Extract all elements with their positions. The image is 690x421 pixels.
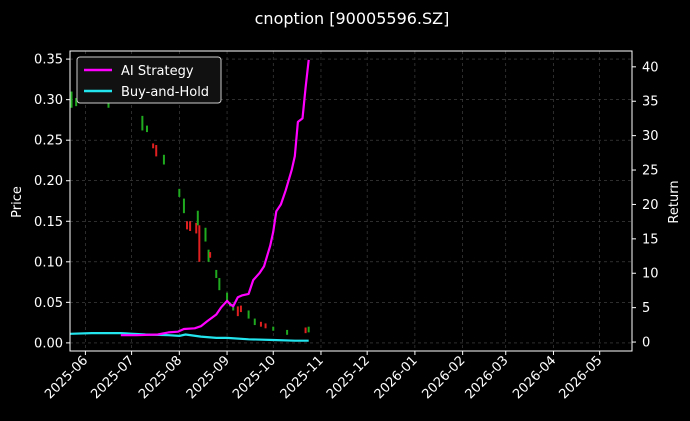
y-tick-label-left: 0.00: [34, 336, 63, 351]
series-line-buy-and-hold: [69, 332, 309, 342]
y-tick-label-right: 10: [642, 267, 659, 282]
price-candle: [215, 269, 218, 279]
y-tick-label-right: 0: [642, 336, 650, 351]
price-candle: [247, 310, 250, 319]
price-candle: [272, 326, 275, 331]
price-candle: [204, 227, 207, 242]
price-candle: [259, 321, 262, 327]
price-candle: [178, 188, 181, 197]
price-candle: [162, 154, 165, 165]
y-tick-label-right: 30: [642, 129, 659, 144]
price-candle: [209, 252, 212, 258]
price-candle: [75, 98, 78, 107]
y-tick-label-left: 0.15: [34, 215, 63, 230]
chart-title: cnoption [90005596.SZ]: [255, 9, 450, 28]
price-candle: [182, 198, 185, 214]
legend: AI Strategy Buy-and-Hold: [76, 56, 222, 104]
price-candle: [207, 249, 210, 262]
y-axis-right-label: Return: [667, 180, 682, 223]
y-axis-right: 0 5 10 15 20 25 30 35 40: [632, 60, 659, 351]
y-tick-label-left: 0.05: [34, 296, 63, 311]
price-candle: [195, 222, 198, 234]
y-tick-label-right: 40: [642, 60, 659, 75]
price-candle: [155, 145, 158, 157]
y-axis-left: 0.00 0.05 0.10 0.15 0.20 0.25 0.30 0.35: [34, 53, 70, 351]
price-candle: [70, 91, 73, 108]
grid: [70, 51, 632, 351]
price-candles: [70, 91, 310, 335]
price-candle: [307, 326, 310, 333]
legend-label-ai-strategy: AI Strategy: [121, 64, 194, 79]
y-tick-label-left: 0.20: [34, 174, 63, 189]
y-axis-left-label: Price: [10, 186, 25, 218]
legend-label-buy-and-hold: Buy-and-Hold: [121, 85, 209, 100]
price-candle: [107, 102, 110, 108]
price-candle: [145, 125, 148, 133]
price-candle: [196, 210, 199, 226]
price-candle: [198, 225, 201, 262]
price-candle: [152, 143, 155, 149]
y-tick-label-right: 35: [642, 95, 659, 110]
y-tick-label-left: 0.10: [34, 255, 63, 270]
price-candle: [218, 278, 221, 291]
y-tick-label-right: 20: [642, 198, 659, 213]
price-candle: [253, 318, 256, 326]
price-candle: [236, 306, 239, 317]
y-tick-label-left: 0.30: [34, 93, 63, 108]
return-lines: [69, 59, 310, 342]
price-candle: [226, 292, 229, 303]
y-tick-label-left: 0.25: [34, 134, 63, 149]
price-candle: [286, 329, 289, 335]
y-tick-label-right: 15: [642, 232, 659, 247]
price-candle: [189, 221, 192, 231]
y-tick-label-right: 5: [642, 301, 650, 316]
price-candle: [141, 115, 144, 131]
price-candle: [304, 327, 307, 334]
y-tick-label-left: 0.35: [34, 53, 63, 68]
price-candle: [239, 305, 242, 313]
legend-box: [76, 56, 222, 104]
series-line-ai-strategy: [120, 59, 310, 337]
price-candle: [186, 221, 189, 230]
plot-frame: [69, 50, 633, 352]
y-tick-label-right: 25: [642, 164, 659, 179]
price-candle: [264, 323, 267, 329]
